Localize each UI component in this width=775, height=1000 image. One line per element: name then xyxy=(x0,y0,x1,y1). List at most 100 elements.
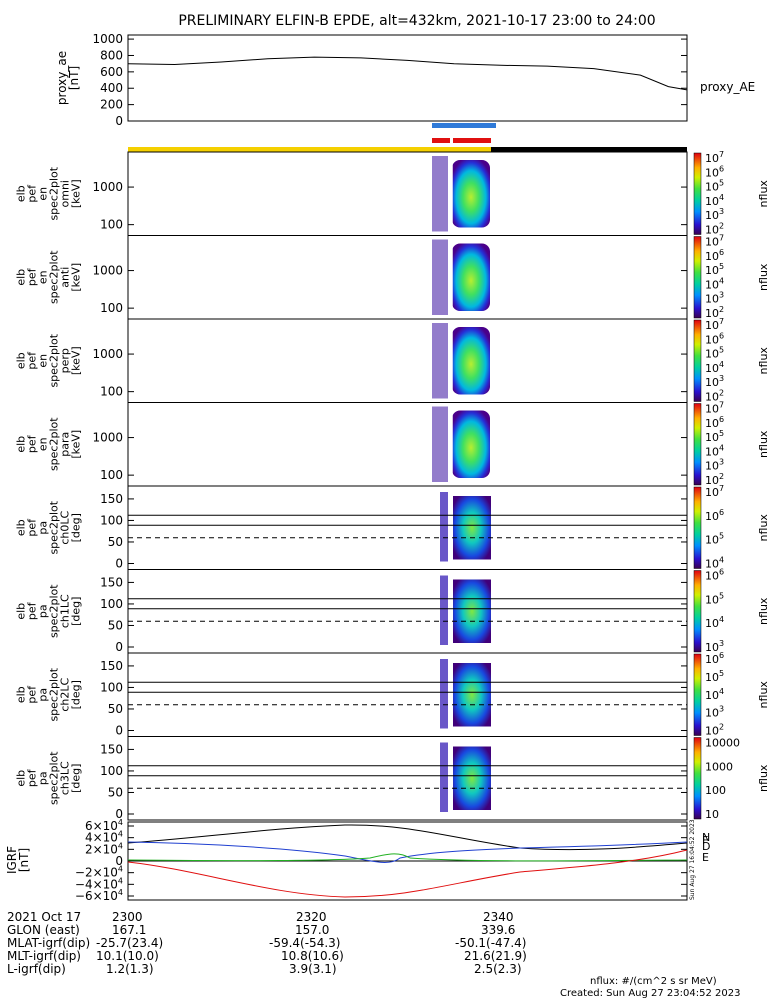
panel-ylabel: elbpefenspec2plotomni[keV] xyxy=(15,166,83,220)
panel-ytick-label: 0 xyxy=(115,807,123,821)
colorbar-tick-label: 107 xyxy=(705,317,724,332)
x-label-date: 2021 Oct 17 xyxy=(7,910,82,924)
colorbar-label: nflux xyxy=(757,430,770,458)
colorbar-tick-label: 104 xyxy=(705,360,724,375)
colorbar-tick-label: 103 xyxy=(705,705,724,720)
pa-streaks xyxy=(440,659,448,729)
pa-streaks xyxy=(440,742,448,812)
igrf-red-line xyxy=(127,849,688,898)
spectrogram-panel-4: 150 100 50 0 elbpefpaspec2plotch0LC[deg] 107 1… xyxy=(15,484,771,571)
panel-ytick-label: 1000 xyxy=(92,264,123,278)
spectrogram-panel-1: 1000100elbpefenspec2plotanti[keV]1071061… xyxy=(15,234,771,321)
colorbar xyxy=(693,319,702,402)
igrf-legend-E: E xyxy=(702,851,709,864)
col2-glon: 157.0 xyxy=(295,923,330,937)
panel-ytick-label: 50 xyxy=(108,618,123,632)
proxy-ae-legend: proxy_AE xyxy=(700,80,755,94)
colorbar-tick-label: 104 xyxy=(705,276,724,291)
colorbar xyxy=(693,737,702,820)
footer-units: nflux: #/(cm^2 s sr MeV) xyxy=(590,976,717,987)
col3-mlat: -50.1(-47.4) xyxy=(455,936,527,950)
col2-time: 2320 xyxy=(296,910,327,924)
panel-ytick-label: 1000 xyxy=(92,347,123,361)
colorbar-tick-label: 105 xyxy=(705,262,724,277)
panel-ytick-label: 50 xyxy=(108,535,123,549)
igrf-legend-D: D xyxy=(702,840,710,853)
pa-flux-blob xyxy=(453,663,491,727)
col2-mlat: -59.4(-54.3) xyxy=(269,936,341,950)
colorbar-tick-label: 103 xyxy=(705,639,724,654)
colorbar-tick-label: 104 xyxy=(705,443,724,458)
colorbar-tick-label: 102 xyxy=(705,389,724,404)
flag-bar-red-2 xyxy=(453,138,491,143)
colorbar-tick-label: 102 xyxy=(705,723,724,738)
colorbar-tick-label: 105 xyxy=(705,179,724,194)
igrf-legend-F: F xyxy=(702,834,708,847)
colorbar-tick-label: 107 xyxy=(705,484,724,499)
colorbar-tick-label: 103 xyxy=(705,374,724,389)
colorbar-tick-label: 106 xyxy=(705,415,724,430)
spec-flux-blob xyxy=(452,243,490,311)
colorbar-tick-label: 106 xyxy=(705,331,724,346)
colorbar-tick-label: 103 xyxy=(705,458,724,473)
igrf-ytick-label: 6×104 xyxy=(85,818,123,833)
panel-ylabel: elbpefpaspec2plotch3LC[deg] xyxy=(15,751,83,805)
col3-time: 2340 xyxy=(483,910,514,924)
col1-l: 1.2(1.3) xyxy=(106,962,154,976)
colorbar-tick-label: 105 xyxy=(705,532,724,547)
colorbar-tick-label: 106 xyxy=(705,164,724,179)
spectrogram-panel-3: 1000100elbpefenspec2plotpara[keV]1071061… xyxy=(15,401,771,488)
panel-ytick-label: 50 xyxy=(108,785,123,799)
igrf-ytick-label: 4×104 xyxy=(85,830,123,845)
colorbar-tick-label: 107 xyxy=(705,234,724,249)
panel-frame xyxy=(127,235,688,320)
proxy-ytick-label: 600 xyxy=(100,65,123,79)
col1-glon: 167.1 xyxy=(112,923,147,937)
x-label-glon: GLON (east) xyxy=(7,923,80,937)
chart-title: PRELIMINARY ELFIN-B EPDE, alt=432km, 202… xyxy=(178,13,655,29)
pa-flux-blob xyxy=(453,579,491,643)
proxy-ae-line xyxy=(127,56,688,91)
igrf-black-line xyxy=(127,824,688,851)
panel-ylabel: elbpefenspec2plotperp[keV] xyxy=(15,333,83,387)
proxy-ae-ylabel: proxy_ae[nT] xyxy=(55,51,81,105)
colorbar-tick-label: 106 xyxy=(705,508,724,523)
colorbar-label: nflux xyxy=(757,180,770,208)
pa-streaks xyxy=(440,575,448,645)
panel-ytick-label: 100 xyxy=(100,468,123,482)
proxy-ytick-label: 200 xyxy=(100,98,123,112)
panel-frame xyxy=(127,151,688,236)
igrf-ytick-label: 0 xyxy=(115,854,123,868)
col2-mlt: 10.8(10.6) xyxy=(281,949,344,963)
colorbar-tick-label: 105 xyxy=(705,669,724,684)
col3-l: 2.5(2.3) xyxy=(474,962,522,976)
panel-ytick-label: 150 xyxy=(100,575,123,589)
proxy-ytick-label: 400 xyxy=(100,81,123,95)
colorbar-tick-label: 105 xyxy=(705,346,724,361)
x-label-l: L-igrf(dip) xyxy=(7,962,66,976)
pa-flux-blob xyxy=(453,746,491,810)
side-timestamp: Sun Aug 27 16:04:52 2023 xyxy=(689,819,696,900)
flag-bar-blue xyxy=(432,123,496,128)
spec-flux-blob xyxy=(452,410,490,478)
colorbar-tick-label: 105 xyxy=(705,591,724,606)
panel-ytick-label: 150 xyxy=(100,492,123,506)
col3-mlt: 21.6(21.9) xyxy=(464,949,527,963)
panel-ytick-label: 50 xyxy=(108,702,123,716)
proxy-ae-yticks: 1000 800 600 400 200 0 xyxy=(92,32,687,128)
colorbar-tick-label: 102 xyxy=(705,472,724,487)
panel-ytick-label: 0 xyxy=(115,724,123,738)
colorbar xyxy=(693,570,702,653)
colorbar-tick-label: 102 xyxy=(705,305,724,320)
colorbar-tick-label: 103 xyxy=(705,291,724,306)
spec-streaks xyxy=(432,406,448,482)
panel-ytick-label: 100 xyxy=(100,513,123,527)
colorbar xyxy=(693,653,702,736)
panel-ytick-label: 100 xyxy=(100,385,123,399)
igrf-ytick-label: −4×104 xyxy=(75,876,123,891)
colorbar-tick-label: 102 xyxy=(705,222,724,237)
